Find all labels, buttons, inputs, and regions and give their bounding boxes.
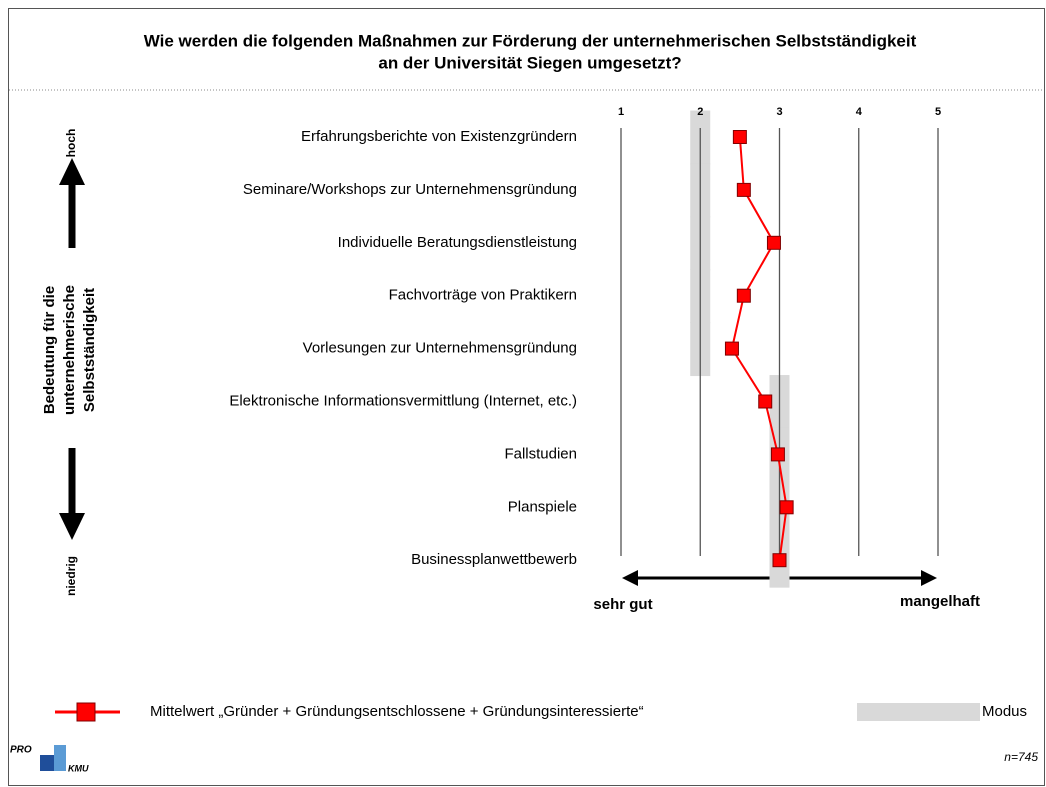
mean-marker xyxy=(732,130,747,144)
x-tick-label: 4 xyxy=(856,106,863,118)
mean-marker xyxy=(758,394,773,409)
legend-label: Mittelwert „Gründer + Gründungsentschlos… xyxy=(150,703,644,720)
y-axis-label-line: Bedeutung für die xyxy=(41,286,58,414)
legend-swatch xyxy=(857,703,980,721)
x-tick-label: 2 xyxy=(697,106,703,118)
category-label: Vorlesungen zur Unternehmensgründung xyxy=(303,340,577,357)
chart-title: Wie werden die folgenden Maßnahmen zur F… xyxy=(144,31,917,50)
category-label: Fachvorträge von Praktikern xyxy=(389,287,577,304)
y-axis-bottom: niedrig xyxy=(64,556,78,596)
logo-shape xyxy=(54,745,66,771)
category-label: Individuelle Beratungsdienstleistung xyxy=(338,234,577,251)
arrow-down-head xyxy=(59,513,85,540)
category-label: Planspiele xyxy=(508,498,577,515)
y-axis-label: Bedeutung für die unternehmerische Selbs… xyxy=(41,285,98,415)
logo-text: PRO xyxy=(10,745,32,756)
mean-marker xyxy=(736,182,751,197)
x-axis-left: sehr gut xyxy=(593,596,652,613)
mean-marker xyxy=(766,235,781,250)
frame xyxy=(8,8,1045,786)
legend-label: Modus xyxy=(982,703,1027,720)
note: n=745 xyxy=(1004,750,1038,764)
category-label: Elektronische Informationsvermittlung (I… xyxy=(229,392,577,409)
scale-arrow-head xyxy=(921,570,937,586)
logo-text: KMU xyxy=(68,763,89,773)
x-tick-label: 1 xyxy=(618,106,624,118)
x-tick-label: 5 xyxy=(935,106,941,118)
category-label: Erfahrungsberichte von Existenzgründern xyxy=(301,128,577,145)
logo-shape xyxy=(40,755,54,771)
x-tick-label: 3 xyxy=(776,106,782,118)
scale-arrow-head xyxy=(622,570,638,586)
chart-title: an der Universität Siegen umgesetzt? xyxy=(378,53,681,72)
legend-marker xyxy=(76,702,96,722)
mean-marker xyxy=(779,500,794,515)
y-axis-label-line: unternehmerische xyxy=(61,285,78,415)
category-label: Seminare/Workshops zur Unternehmensgründ… xyxy=(243,181,577,198)
category-label: Fallstudien xyxy=(504,445,577,462)
mean-marker xyxy=(770,447,785,462)
y-axis-label-line: Selbstständigkeit xyxy=(81,288,98,412)
y-axis-top: hoch xyxy=(64,129,78,158)
mean-marker xyxy=(724,341,739,356)
category-label: Businessplanwettbewerb xyxy=(411,551,577,568)
arrow-up-head xyxy=(59,158,85,185)
mean-marker xyxy=(736,288,751,303)
x-axis-right: mangelhaft xyxy=(900,593,980,610)
mean-marker xyxy=(772,553,787,568)
